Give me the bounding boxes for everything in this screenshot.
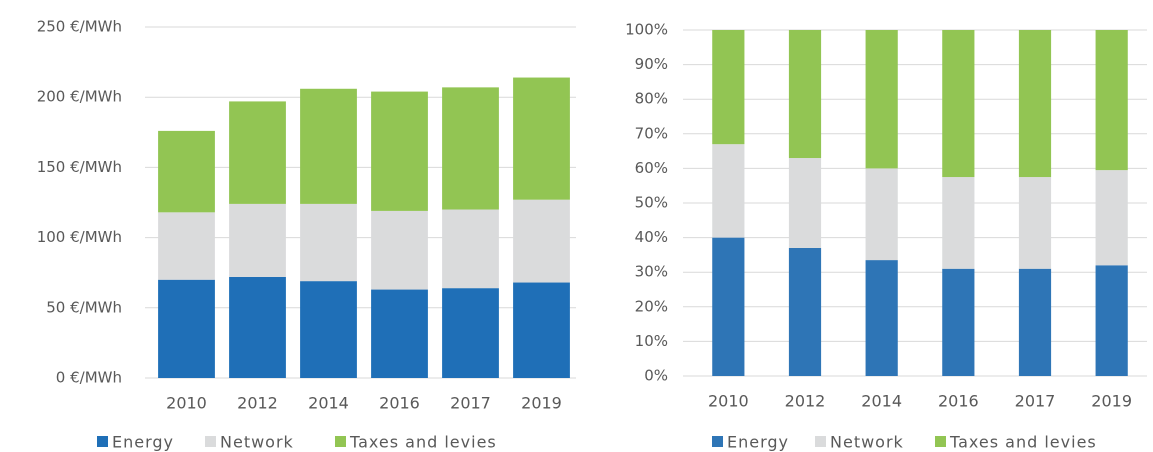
bar-segment [942, 268, 975, 376]
bar-segment [442, 288, 499, 378]
bar-segment [229, 203, 286, 277]
bar-segment [158, 279, 215, 378]
bar-segment [371, 210, 428, 290]
bar-segment [513, 77, 570, 200]
x-tick-label: 2012 [237, 394, 278, 413]
bar-segment [788, 30, 822, 159]
bar-segment [942, 177, 975, 269]
y-tick-label: 20% [635, 297, 668, 315]
bar-segment [229, 276, 286, 378]
bar-segment [712, 144, 745, 238]
y-tick-label: 0 €/MWh [56, 369, 122, 387]
bar-segment [1018, 30, 1052, 178]
y-tick-label: 90% [635, 55, 668, 73]
bar-segment [788, 158, 822, 248]
x-tick-label: 2017 [1015, 392, 1056, 411]
y-tick-label: 150 €/MWh [37, 158, 122, 176]
bar-segment [229, 101, 286, 204]
bar-segment [300, 281, 357, 378]
bar-segment [300, 203, 357, 282]
legend-label: Taxes and levies [949, 433, 1097, 452]
bar-segment [371, 91, 428, 211]
y-tick-label: 0% [644, 367, 668, 385]
legend-swatch [97, 436, 108, 447]
bar-segment [865, 168, 898, 261]
bar-segment [1018, 268, 1052, 376]
y-tick-label: 50 €/MWh [46, 298, 122, 316]
y-tick-label: 80% [635, 90, 668, 108]
y-tick-label: 200 €/MWh [37, 88, 122, 106]
legend-swatch [205, 436, 216, 447]
x-tick-label: 2017 [450, 394, 491, 413]
legend-label: Network [220, 433, 294, 452]
y-tick-label: 100 €/MWh [37, 228, 122, 246]
x-tick-label: 2014 [308, 394, 349, 413]
y-tick-label: 10% [635, 332, 668, 350]
y-tick-label: 50% [635, 194, 668, 212]
bar-segment [788, 247, 822, 376]
legend-swatch [712, 436, 723, 447]
bar-segment [712, 30, 745, 145]
y-tick-label: 70% [635, 124, 668, 142]
bar-segment [1095, 30, 1128, 171]
y-tick-label: 60% [635, 159, 668, 177]
bar-segment [1095, 170, 1128, 266]
legend-swatch [935, 436, 946, 447]
x-tick-label: 2014 [861, 392, 902, 411]
bar-segment [865, 30, 898, 169]
bar-segment [942, 30, 975, 178]
bar-segment [300, 88, 357, 204]
legend-label: Taxes and levies [349, 433, 497, 452]
bar-segment [442, 209, 499, 289]
y-tick-label: 250 €/MWh [37, 18, 122, 36]
x-tick-label: 2016 [379, 394, 420, 413]
y-tick-label: 30% [635, 263, 668, 281]
bar-segment [158, 212, 215, 280]
bar-segment [371, 289, 428, 378]
bar-segment [513, 199, 570, 283]
y-tick-label: 100% [625, 21, 668, 39]
bar-segment [1018, 177, 1052, 269]
x-tick-label: 2010 [166, 394, 207, 413]
legend-swatch [335, 436, 346, 447]
bar-segment [442, 87, 499, 210]
y-tick-label: 40% [635, 228, 668, 246]
x-tick-label: 2012 [785, 392, 826, 411]
legend-label: Energy [727, 433, 789, 452]
bar-segment [1095, 265, 1128, 376]
x-tick-label: 2010 [708, 392, 749, 411]
bar-segment [712, 237, 745, 376]
bar-segment [158, 130, 215, 213]
x-tick-label: 2019 [521, 394, 562, 413]
bar-segment [865, 260, 898, 376]
bar-segment [513, 282, 570, 378]
legend-label: Network [830, 433, 904, 452]
legend-swatch [815, 436, 826, 447]
x-tick-label: 2016 [938, 392, 979, 411]
x-tick-label: 2019 [1091, 392, 1132, 411]
legend-label: Energy [112, 433, 174, 452]
